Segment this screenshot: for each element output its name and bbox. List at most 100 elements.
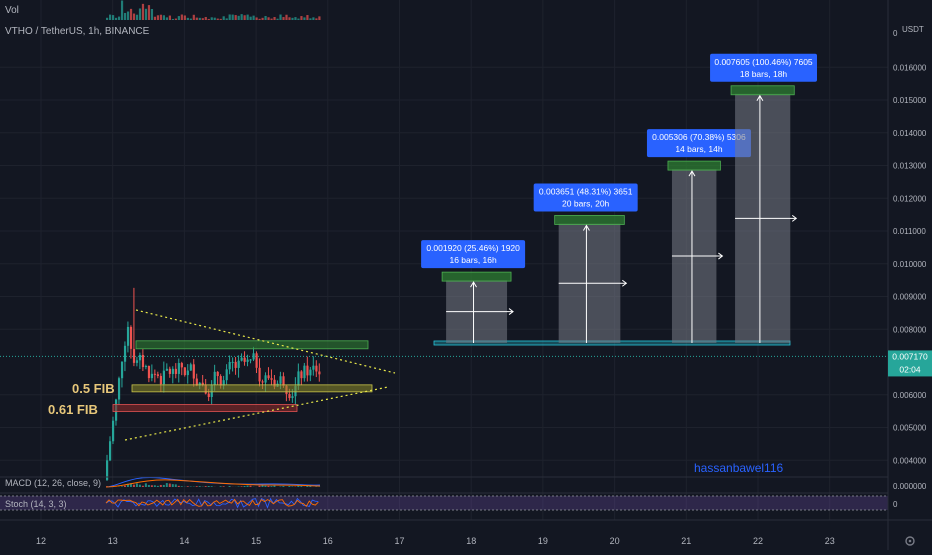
volume-bar: [187, 18, 189, 20]
volume-bar: [279, 14, 281, 20]
volume-bar: [121, 0, 123, 20]
macd-zero-tick: 0.000000: [893, 482, 927, 491]
callout-price-change: 0.001920 (25.46%) 1920: [426, 243, 520, 253]
volume-bar: [238, 16, 240, 20]
bar-countdown: 02:04: [899, 364, 921, 374]
candle-body: [160, 376, 162, 384]
volume-bar: [288, 17, 290, 20]
candle-body: [282, 376, 284, 385]
callout-duration: 16 bars, 16h: [449, 255, 497, 265]
candle-body: [193, 364, 195, 378]
volume-bar: [151, 9, 153, 20]
volume-bar: [172, 19, 174, 20]
volume-bar: [157, 15, 159, 20]
macd-histogram-bar: [267, 486, 269, 487]
price-tick-label: 0.016000: [893, 63, 927, 72]
macd-histogram-bar: [229, 486, 231, 487]
candle-body: [133, 349, 135, 363]
volume-bar: [309, 18, 311, 20]
candle-body: [235, 362, 237, 368]
time-tick-label: 20: [610, 536, 620, 546]
candle-body: [291, 396, 293, 398]
macd-histogram-bar: [145, 483, 147, 487]
macd-histogram-bar: [220, 486, 222, 487]
stoch-zero-tick: 0: [893, 500, 898, 509]
candle-body: [315, 366, 317, 372]
stoch-label[interactable]: Stoch (14, 3, 3): [5, 499, 67, 509]
volume-bar: [244, 15, 246, 20]
volume-bar: [133, 14, 135, 20]
volume-bar: [294, 17, 296, 20]
macd-histogram-bar: [187, 486, 189, 487]
volume-bar: [136, 15, 138, 20]
price-tick-label: 0.013000: [893, 162, 927, 171]
volume-bar: [199, 18, 201, 20]
current-price-tag: 0.007170 02:04: [888, 350, 932, 376]
macd-histogram-bar: [136, 483, 138, 487]
candle-body: [151, 374, 153, 378]
author-watermark: hassanbawel116: [694, 461, 784, 475]
macd-label[interactable]: MACD (12, 26, close, 9): [5, 478, 101, 488]
volume-bar: [270, 19, 272, 20]
candle-body: [142, 355, 144, 367]
macd-histogram-bar: [154, 485, 156, 487]
price-tick-label: 0.005000: [893, 424, 927, 433]
candle-body: [118, 378, 120, 399]
macd-histogram-bar: [258, 486, 260, 487]
macd-histogram-bar: [178, 486, 180, 487]
volume-bar: [145, 9, 147, 20]
candle-body: [261, 381, 263, 382]
volume-bar: [273, 17, 275, 20]
macd-histogram-bar: [175, 484, 177, 487]
macd-histogram-bar: [270, 486, 272, 487]
volume-bar: [163, 15, 165, 20]
macd-histogram-bar: [273, 486, 275, 487]
candle-body: [250, 360, 252, 361]
volume-bar: [300, 16, 302, 20]
candle-body: [124, 346, 126, 362]
volume-bar: [235, 15, 237, 20]
volume-bar: [247, 15, 249, 20]
candle-body: [217, 372, 219, 376]
candle-body: [154, 374, 156, 375]
macd-histogram-bar: [211, 486, 213, 487]
top-zero-tick: 0: [893, 29, 898, 38]
volume-bar: [124, 13, 126, 20]
volume-bar: [214, 18, 216, 20]
time-tick-label: 22: [753, 536, 763, 546]
candle-body: [247, 360, 249, 362]
price-tick-label: 0.009000: [893, 293, 927, 302]
candle-body: [187, 371, 189, 376]
volume-bar: [223, 16, 225, 20]
macd-histogram-bar: [241, 486, 243, 487]
time-tick-label: 21: [681, 536, 691, 546]
candle-body: [109, 441, 111, 460]
macd-histogram-bar: [199, 486, 201, 487]
candle-body: [181, 363, 183, 367]
symbol-title[interactable]: VTHO / TetherUS, 1h, BINANCE: [5, 26, 150, 37]
volume-label: Vol: [5, 5, 19, 16]
macd-histogram-bar: [148, 485, 150, 487]
volume-bar: [190, 19, 192, 20]
price-tick-label: 0.004000: [893, 456, 927, 465]
volume-bar: [264, 16, 266, 20]
target-zone: [668, 161, 720, 170]
time-tick-label: 16: [323, 536, 333, 546]
macd-histogram-bar: [291, 486, 293, 487]
volume-bar: [127, 12, 129, 20]
macd-histogram-bar: [163, 485, 165, 487]
volume-bar: [148, 5, 150, 20]
macd-histogram-bar: [121, 486, 123, 487]
candle-body: [229, 362, 231, 369]
macd-histogram-bar: [133, 485, 135, 487]
macd-histogram-bar: [160, 485, 162, 487]
target-zone: [731, 86, 794, 95]
volume-bar: [175, 19, 177, 20]
macd-histogram-bar: [157, 486, 159, 487]
candle-body: [157, 374, 159, 376]
candle-body: [145, 366, 147, 367]
callout-price-change: 0.007605 (100.46%) 7605: [714, 57, 813, 67]
candle-body: [300, 371, 302, 378]
